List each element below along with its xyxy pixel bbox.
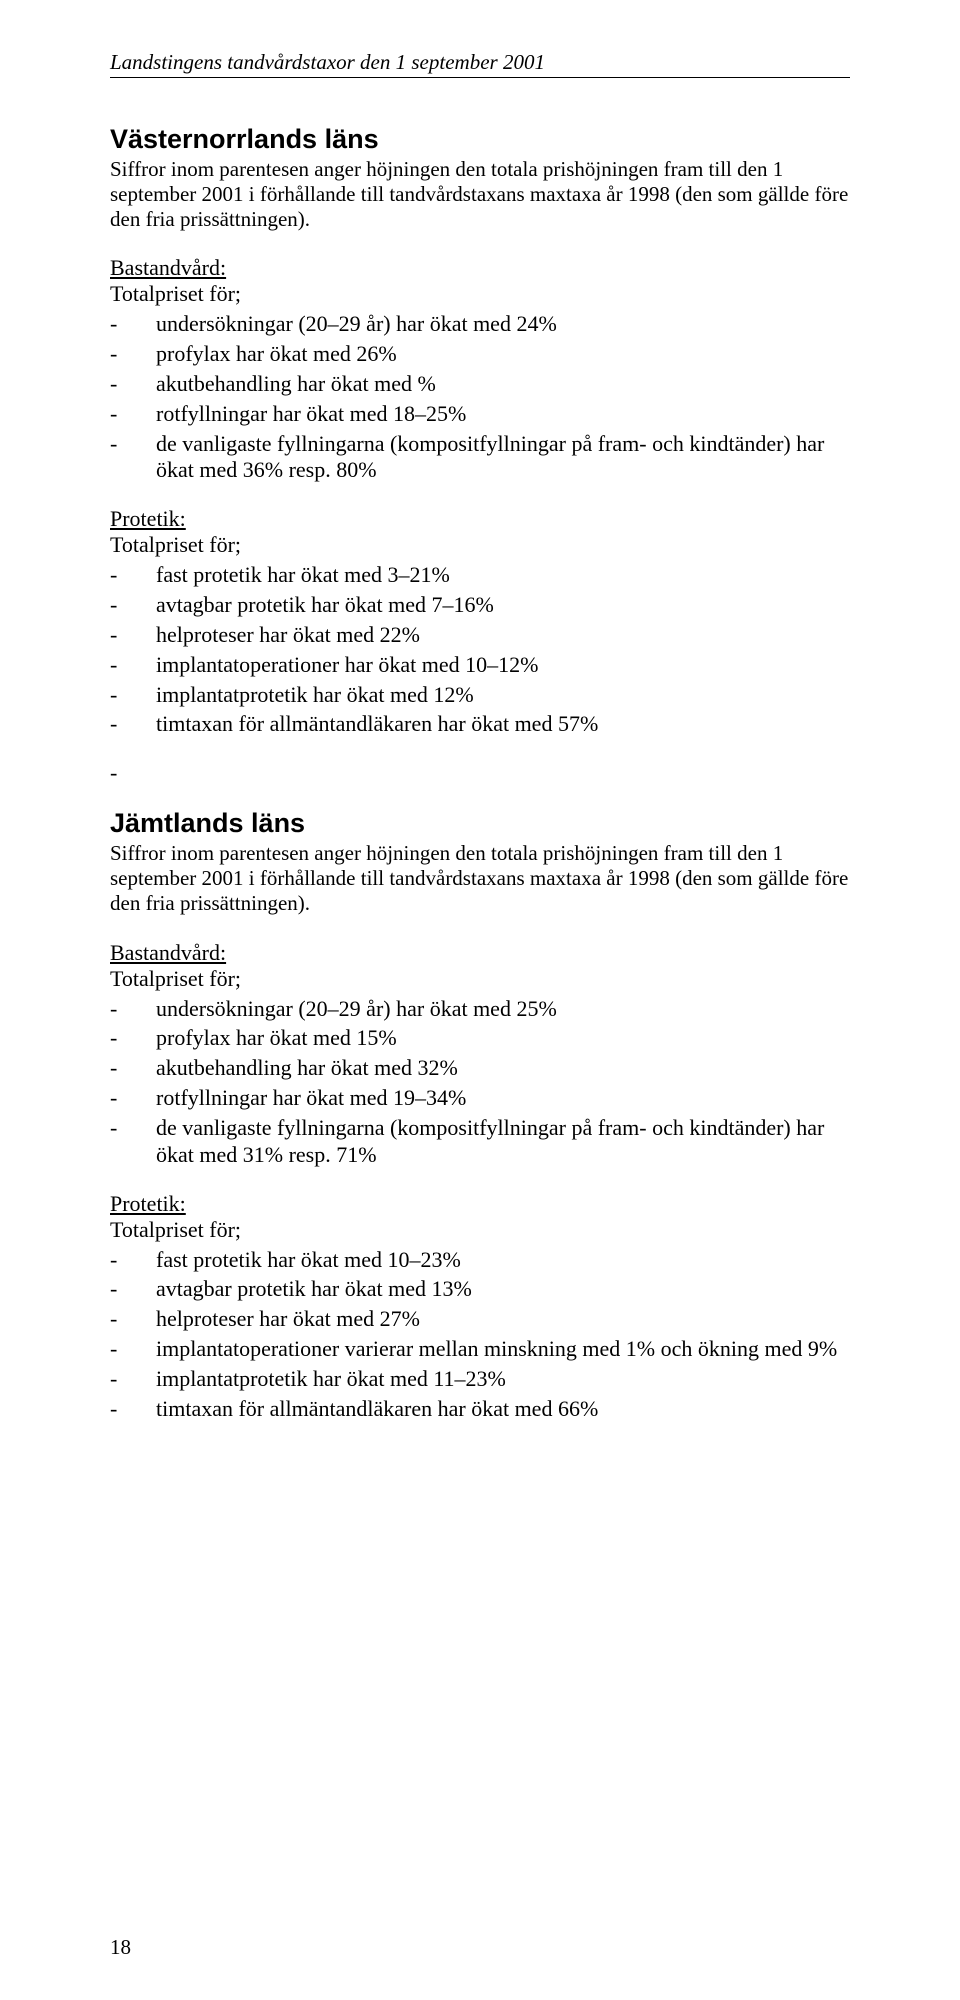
region-intro: Siffror inom parentesen anger höjningen …	[110, 157, 850, 231]
group-totalline: Totalpriset för;	[110, 281, 850, 307]
group-subhead: Bastandvård:	[110, 255, 850, 281]
region-intro: Siffror inom parentesen anger höjningen …	[110, 841, 850, 915]
list-item: fast protetik har ökat med 3–21%	[110, 562, 850, 589]
group-item-list: fast protetik har ökat med 10–23%avtagba…	[110, 1247, 850, 1423]
list-item: avtagbar protetik har ökat med 7–16%	[110, 592, 850, 619]
list-item: timtaxan för allmäntandläkaren har ökat …	[110, 1396, 850, 1423]
region-title: Västernorrlands läns	[110, 124, 850, 155]
list-item: implantatoperationer har ökat med 10–12%	[110, 652, 850, 679]
region-title: Jämtlands läns	[110, 808, 850, 839]
list-item: de vanligaste fyllningarna (kompositfyll…	[110, 431, 850, 485]
list-item: implantatoperationer varierar mellan min…	[110, 1336, 850, 1363]
list-item: akutbehandling har ökat med %	[110, 371, 850, 398]
list-item: avtagbar protetik har ökat med 13%	[110, 1276, 850, 1303]
group-item-list: undersökningar (20–29 år) har ökat med 2…	[110, 996, 850, 1169]
group-subhead: Bastandvård:	[110, 940, 850, 966]
list-item: profylax har ökat med 26%	[110, 341, 850, 368]
list-item: profylax har ökat med 15%	[110, 1025, 850, 1052]
empty-dash: -	[110, 760, 850, 786]
list-item: akutbehandling har ökat med 32%	[110, 1055, 850, 1082]
list-item: timtaxan för allmäntandläkaren har ökat …	[110, 711, 850, 738]
group-subhead: Protetik:	[110, 506, 850, 532]
list-item: rotfyllningar har ökat med 19–34%	[110, 1085, 850, 1112]
group-totalline: Totalpriset för;	[110, 1217, 850, 1243]
page-number: 18	[110, 1935, 131, 1960]
list-item: implantatprotetik har ökat med 12%	[110, 682, 850, 709]
list-item: implantatprotetik har ökat med 11–23%	[110, 1366, 850, 1393]
list-item: rotfyllningar har ökat med 18–25%	[110, 401, 850, 428]
list-item: de vanligaste fyllningarna (kompositfyll…	[110, 1115, 850, 1169]
list-item: undersökningar (20–29 år) har ökat med 2…	[110, 311, 850, 338]
list-item: undersökningar (20–29 år) har ökat med 2…	[110, 996, 850, 1023]
group-item-list: fast protetik har ökat med 3–21% avtagbar…	[110, 562, 850, 738]
list-item: helproteser har ökat med 27%	[110, 1306, 850, 1333]
group-subhead: Protetik:	[110, 1191, 850, 1217]
group-totalline: Totalpriset för;	[110, 966, 850, 992]
page-header: Landstingens tandvårdstaxor den 1 septem…	[110, 50, 850, 78]
list-item: fast protetik har ökat med 10–23%	[110, 1247, 850, 1274]
content-sections: Västernorrlands länsSiffror inom parente…	[110, 124, 850, 1422]
document-page: Landstingens tandvårdstaxor den 1 septem…	[0, 0, 960, 2000]
list-item: helproteser har ökat med 22%	[110, 622, 850, 649]
group-totalline: Totalpriset för;	[110, 532, 850, 558]
group-item-list: undersökningar (20–29 år) har ökat med 2…	[110, 311, 850, 484]
